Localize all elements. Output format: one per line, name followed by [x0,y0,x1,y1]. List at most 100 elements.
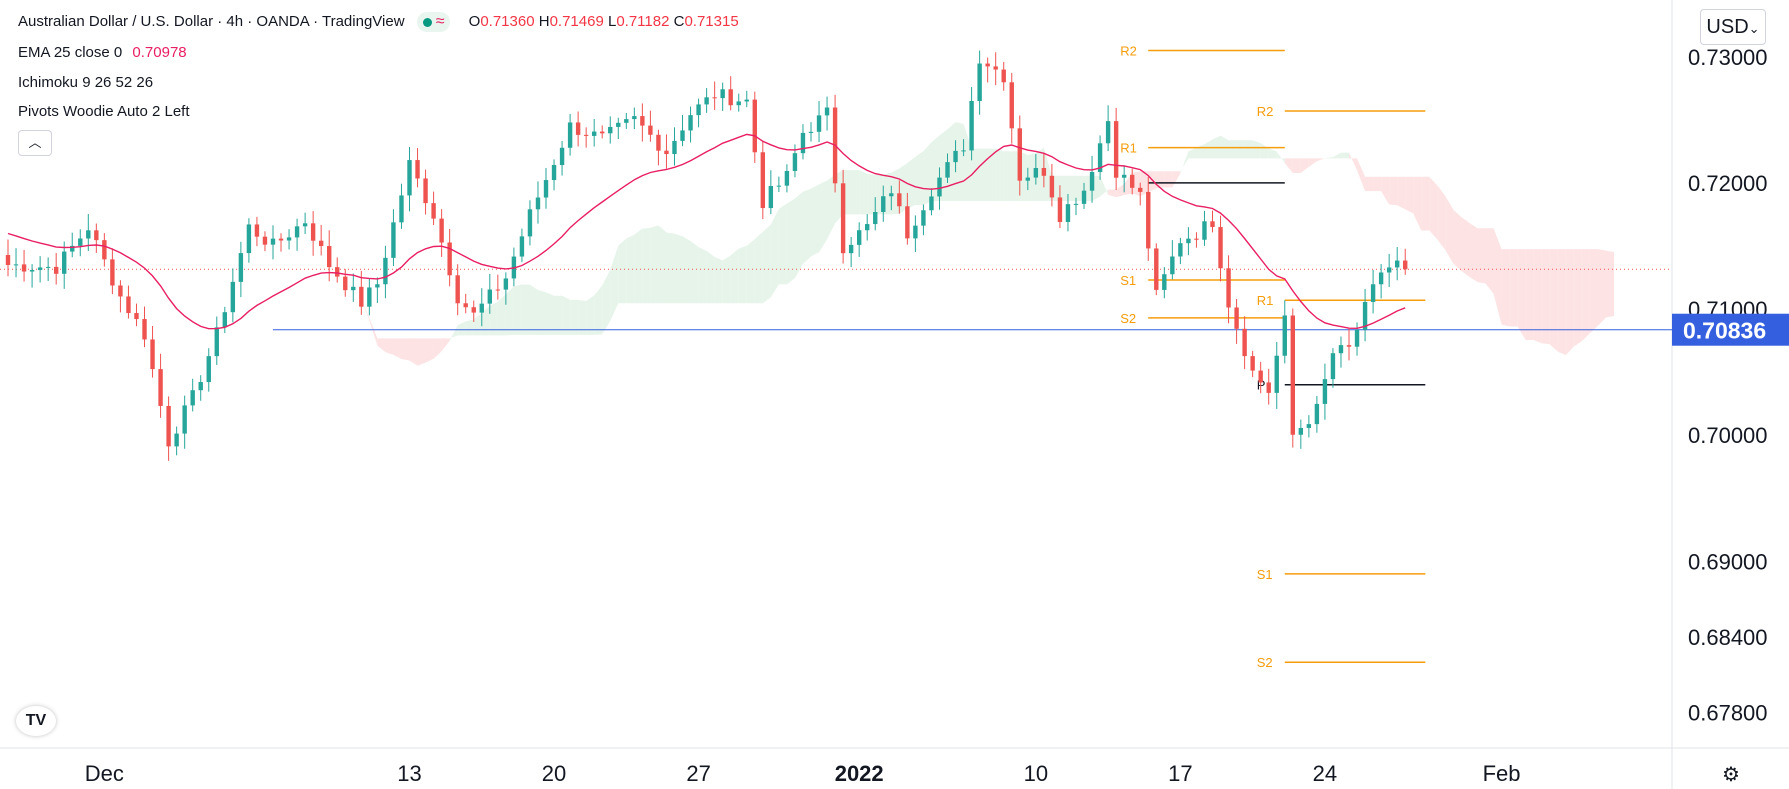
candle-body [567,122,573,148]
ichimoku-cloud-segment [618,238,627,304]
candle-body [1194,238,1199,240]
ichimoku-cloud-segment [915,151,924,205]
pivots-legend[interactable]: Pivots Woodie Auto 2 Left [18,103,190,120]
candle-body [680,130,685,141]
candle-body [463,303,468,308]
ichimoku-label: Ichimoku 9 26 52 26 [18,74,154,91]
candle-body [953,150,958,163]
ichimoku-cloud-segment [1332,152,1341,159]
ichimoku-cloud-segment [1405,176,1414,214]
ichimoku-cloud-segment [859,170,868,215]
ichimoku-cloud-segment [521,284,530,335]
candle-body [1354,329,1360,347]
x-tick-label: Dec [85,761,124,786]
collapse-legend-button[interactable]: ︿ [18,130,52,156]
candle-body [608,126,613,134]
candle-body [343,276,348,291]
candle-body [455,275,460,304]
candle-body [134,313,139,320]
candle-body [1394,260,1400,268]
ichimoku-cloud-segment [1244,140,1253,159]
candle-body [391,222,396,258]
ichimoku-cloud-segment [827,174,836,240]
candle-body [1041,167,1047,176]
pivot-label: S1 [1120,273,1136,288]
candle-body [270,238,276,245]
candle-body [431,203,436,219]
candle-body [1073,203,1079,205]
ichimoku-cloud-segment [1276,151,1285,164]
candle-body [672,140,677,155]
candle-body [1113,121,1119,178]
ichimoku-cloud-segment [1164,171,1173,188]
candle-body [1226,268,1231,308]
ichimoku-cloud-segment [377,338,386,353]
candle-body [945,162,950,178]
ichimoku-cloud-segment [1477,228,1486,284]
candle-body [503,278,509,290]
ichimoku-cloud-segment [794,191,803,279]
ichimoku-cloud-segment [811,184,820,257]
ichimoku-cloud-segment [1461,217,1470,277]
ema-legend[interactable]: EMA 25 close 0 0.70978 [18,44,187,61]
candle-body [808,131,814,133]
price-marker-badge[interactable] [1672,313,1789,346]
y-tick-label: 0.73000 [1688,45,1768,70]
ichimoku-cloud-segment [1284,158,1293,173]
candle-body [1065,204,1071,222]
candle-body [1274,355,1279,393]
ichimoku-cloud-segment [1485,228,1494,294]
gear-icon[interactable]: ⚙ [1722,764,1740,786]
candle-body [1186,238,1191,244]
pivot-label: R1 [1257,293,1274,308]
candle-body [728,89,733,106]
candle-body [704,97,709,105]
ichimoku-cloud-segment [529,284,538,335]
candle-body [262,236,268,245]
tradingview-logo[interactable]: TV [16,706,56,736]
candle-body [222,312,228,328]
candle-body [840,183,846,254]
candle-body [696,104,701,116]
candle-body [367,287,372,307]
ichimoku-cloud-segment [867,173,876,215]
candle-body [174,433,179,447]
candle-body [383,257,388,285]
candle-body [1009,82,1014,129]
candle-body [1314,403,1320,425]
candle-body [1089,171,1095,191]
data-wave-icon: ≈ [435,13,445,31]
candle-body [977,63,982,102]
candle-body [527,209,533,237]
ichimoku-cloud-segment [224,264,233,268]
market-status-badge[interactable]: ≈ [416,12,451,32]
x-tick-label: 27 [686,761,710,786]
ichimoku-cloud-segment [497,294,506,336]
ichimoku-cloud-segment [819,180,828,253]
candle-body [1258,370,1263,383]
ichimoku-legend[interactable]: Ichimoku 9 26 52 26 [18,74,153,91]
candle-body [1138,187,1143,192]
candle-body [53,266,59,274]
candle-body [1001,69,1006,83]
candle-body [616,122,621,127]
candle-body [29,270,35,272]
candle-body [479,303,484,313]
ichimoku-cloud-segment [1437,185,1446,251]
candle-body [495,289,501,291]
candle-body [824,107,830,116]
candle-body [487,289,492,304]
candle-body [1234,307,1239,329]
pivot-label: S1 [1257,567,1273,582]
currency-button[interactable]: USD⌄ [1700,9,1766,45]
candle-body [278,238,284,241]
ichimoku-cloud-segment [690,240,699,304]
ichimoku-cloud-segment [738,245,747,304]
ichimoku-cloud-segment [393,338,402,360]
candle-body [1033,167,1039,178]
candle-body [1202,221,1207,240]
candle-body [110,259,115,286]
ichimoku-cloud-segment [706,250,715,304]
